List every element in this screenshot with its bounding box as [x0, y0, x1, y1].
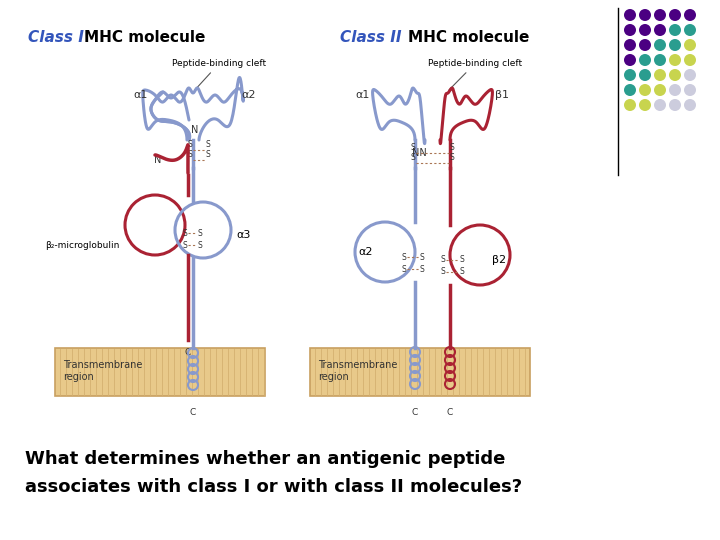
Circle shape [684, 24, 696, 36]
Circle shape [639, 39, 651, 51]
Text: S: S [197, 240, 202, 249]
Text: N: N [154, 155, 162, 165]
Circle shape [654, 24, 666, 36]
Text: β₂-microglobulin: β₂-microglobulin [45, 240, 120, 249]
Circle shape [639, 84, 651, 96]
Text: S: S [187, 150, 192, 159]
Circle shape [654, 84, 666, 96]
Text: S: S [420, 253, 425, 261]
Text: β1: β1 [495, 90, 509, 100]
Text: S: S [450, 143, 455, 152]
Text: Transmembrane: Transmembrane [318, 360, 397, 370]
Circle shape [624, 99, 636, 111]
Text: S: S [450, 153, 455, 162]
Circle shape [669, 9, 681, 21]
Text: S: S [410, 143, 415, 152]
Circle shape [639, 99, 651, 111]
Text: α2: α2 [359, 247, 373, 257]
Text: C: C [412, 408, 418, 417]
Text: S: S [459, 255, 464, 265]
Text: S: S [401, 265, 406, 273]
Text: α3: α3 [236, 230, 251, 240]
Text: NN: NN [412, 148, 426, 158]
Circle shape [669, 54, 681, 66]
Text: S: S [401, 253, 406, 261]
Text: MHC molecule: MHC molecule [84, 30, 205, 45]
Text: Peptide-binding cleft: Peptide-binding cleft [428, 59, 522, 90]
Text: α2: α2 [241, 90, 256, 100]
Text: S: S [206, 150, 211, 159]
Text: Transmembrane: Transmembrane [63, 360, 143, 370]
Circle shape [684, 99, 696, 111]
Circle shape [669, 24, 681, 36]
Circle shape [639, 69, 651, 81]
Circle shape [684, 69, 696, 81]
Circle shape [624, 9, 636, 21]
Text: associates with class I or with class II molecules?: associates with class I or with class II… [25, 478, 522, 496]
Text: S: S [197, 228, 202, 238]
Text: Class II: Class II [340, 30, 407, 45]
Text: Class I: Class I [28, 30, 89, 45]
Text: MHC molecule: MHC molecule [408, 30, 529, 45]
Circle shape [624, 24, 636, 36]
Circle shape [624, 54, 636, 66]
Circle shape [669, 99, 681, 111]
Text: S: S [440, 267, 445, 276]
Text: β2: β2 [492, 255, 506, 265]
Circle shape [669, 84, 681, 96]
Circle shape [639, 24, 651, 36]
Circle shape [654, 39, 666, 51]
Text: S: S [410, 153, 415, 162]
Circle shape [684, 39, 696, 51]
Text: S: S [420, 265, 425, 273]
Circle shape [624, 39, 636, 51]
Text: S: S [459, 267, 464, 276]
Circle shape [639, 54, 651, 66]
Text: C: C [447, 408, 453, 417]
Text: C: C [190, 408, 196, 417]
Circle shape [624, 84, 636, 96]
Text: region: region [318, 372, 348, 382]
Circle shape [654, 54, 666, 66]
Circle shape [654, 99, 666, 111]
Circle shape [684, 54, 696, 66]
Text: S: S [440, 255, 445, 265]
Text: N: N [192, 125, 199, 135]
Text: α1: α1 [134, 90, 148, 100]
Circle shape [654, 69, 666, 81]
Circle shape [669, 39, 681, 51]
Text: What determines whether an antigenic peptide: What determines whether an antigenic pep… [25, 450, 505, 468]
Text: region: region [63, 372, 94, 382]
Text: α1: α1 [356, 90, 370, 100]
Circle shape [669, 69, 681, 81]
Circle shape [654, 9, 666, 21]
Text: S: S [187, 140, 192, 149]
Circle shape [639, 9, 651, 21]
Circle shape [624, 69, 636, 81]
Text: S: S [182, 240, 187, 249]
Bar [310, 348, 530, 396]
Circle shape [684, 9, 696, 21]
Text: Peptide-binding cleft: Peptide-binding cleft [172, 59, 266, 90]
Text: C: C [185, 348, 191, 357]
Text: S: S [206, 140, 211, 149]
Circle shape [684, 84, 696, 96]
Text: S: S [182, 228, 187, 238]
Bar [55, 348, 265, 396]
